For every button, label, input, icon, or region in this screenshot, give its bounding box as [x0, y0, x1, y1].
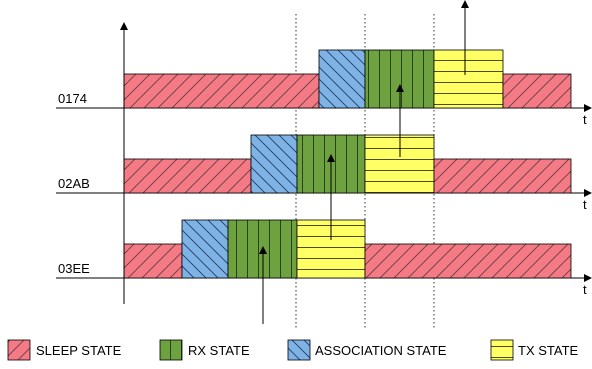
segment-sleep-state [123, 243, 183, 279]
legend-label: TX STATE [518, 343, 579, 358]
row-03ee: 03EE t [56, 219, 592, 297]
legend-swatch [490, 339, 514, 361]
legend-item-rx: RX STATE [159, 339, 250, 361]
legend-item-association: ASSOCIATION STATE [287, 339, 447, 361]
legend-item-tx: TX STATE [490, 339, 579, 361]
legend-label: RX STATE [188, 343, 250, 358]
segment-association-state [250, 134, 298, 194]
legend-swatch [7, 339, 31, 361]
segment-association-state [181, 219, 229, 279]
segment-tx-state [433, 49, 504, 109]
row-02ab: 02AB t [56, 134, 592, 212]
row-0174: 0174 t [56, 49, 592, 127]
legend: SLEEP STATE RX STATE ASSOCIATION STATE TX S… [7, 339, 579, 361]
segment-sleep-state [123, 73, 320, 109]
time-axis-label: t [583, 112, 587, 127]
segment-sleep-state [364, 243, 572, 279]
legend-label: SLEEP STATE [36, 343, 122, 358]
segment-sleep-state [433, 158, 572, 194]
timeline-rows: 0174 t 02AB t 03EE t [56, 49, 592, 297]
time-axis-label: t [583, 197, 587, 212]
time-axis-label: t [583, 282, 587, 297]
segment-association-state [318, 49, 366, 109]
segment-sleep-state [123, 158, 252, 194]
row-label: 03EE [58, 261, 90, 276]
legend-label: ASSOCIATION STATE [315, 343, 447, 358]
row-label: 02AB [58, 176, 90, 191]
row-label: 0174 [58, 91, 87, 106]
legend-swatch [159, 339, 183, 361]
legend-swatch [287, 339, 311, 361]
legend-item-sleep: SLEEP STATE [7, 339, 122, 361]
segment-sleep-state [502, 73, 572, 109]
